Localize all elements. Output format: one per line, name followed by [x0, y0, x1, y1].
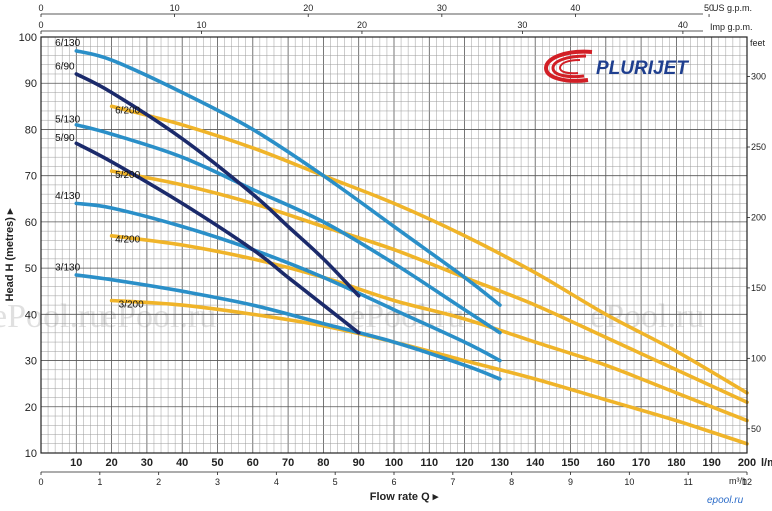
- us-gpm-tick-label: 50: [704, 3, 714, 13]
- x-tick-label: 140: [526, 457, 544, 469]
- y-tick-label: 20: [25, 402, 37, 414]
- curve-5-90: [74, 141, 361, 335]
- corner-watermark: epool.ru: [707, 495, 744, 506]
- curve-label-6-200: 6/200: [115, 105, 140, 116]
- y-axis-title: Head H (metres) ▸: [4, 208, 16, 301]
- curve-label-3-130: 3/130: [55, 262, 80, 273]
- y-tick-label: 80: [25, 124, 37, 136]
- us-gpm-tick-label: 30: [437, 3, 447, 13]
- x-tick-label: 60: [247, 457, 259, 469]
- curve-6-200: [109, 104, 749, 395]
- y-tick-label: 50: [25, 263, 37, 275]
- m3h-tick-label: 0: [38, 477, 43, 487]
- chart-grid: [40, 36, 748, 454]
- curve-label-4-130: 4/130: [55, 191, 80, 202]
- x-tick-label: 160: [597, 457, 615, 469]
- x-tick-label: 20: [105, 457, 117, 469]
- plot-frame: [40, 36, 748, 454]
- curve-label-5-130: 5/130: [55, 115, 80, 126]
- m3h-tick-label: 5: [333, 477, 338, 487]
- imp-gpm-tick-label: 30: [517, 20, 527, 30]
- imp-gpm-tick-label: 20: [357, 20, 367, 30]
- y-tick-label: 10: [25, 448, 37, 460]
- curve-label-6-130: 6/130: [55, 38, 80, 49]
- watermark-text: ePool.ru: [0, 298, 106, 335]
- curve-labels: 6/130 6/90 6/200 5/130 5/90 5/200 4/130 4/200 3/…: [55, 38, 144, 310]
- y-tick-label: 100: [19, 32, 37, 44]
- curve-6-130: [74, 49, 502, 307]
- x-tick-label: 170: [632, 457, 650, 469]
- x-tick-label: 150: [561, 457, 579, 469]
- m3h-tick-label: 11: [683, 477, 692, 487]
- m3h-tick-label: 6: [391, 477, 396, 487]
- x-tick-label: 40: [176, 457, 188, 469]
- y-tick-label: 60: [25, 217, 37, 229]
- x-unit-label: l/min: [761, 457, 772, 469]
- feet-tick-label: 200: [751, 212, 766, 222]
- y-tick-label: 90: [25, 78, 37, 90]
- m3h-tick-label: 12: [742, 477, 752, 487]
- imp-gpm-unit-label: Imp g.p.m.: [710, 22, 753, 32]
- m3h-tick-label: 9: [568, 477, 573, 487]
- x-axis-title: Flow rate Q ▸: [370, 491, 439, 503]
- x-tick-label: 190: [703, 457, 721, 469]
- m3h-tick-label: 10: [624, 477, 634, 487]
- curve-label-5-200: 5/200: [115, 170, 140, 181]
- m3h-tick-label: 3: [215, 477, 220, 487]
- imp-gpm-tick-label: 40: [678, 20, 688, 30]
- x-tick-label: 80: [317, 457, 329, 469]
- feet-tick-label: 100: [751, 353, 766, 363]
- imp-gpm-tick-label: 10: [196, 20, 206, 30]
- us-gpm-tick-label: 20: [303, 3, 313, 13]
- curve-label-6-90: 6/90: [55, 61, 75, 72]
- pump-curves: [74, 49, 749, 446]
- m3h-tick-label: 2: [156, 477, 161, 487]
- curve-label-3-200: 3/200: [119, 299, 144, 310]
- m3h-unit-label: m³/h: [729, 476, 747, 486]
- y-tick-label: 40: [25, 309, 37, 321]
- x-tick-label: 130: [491, 457, 509, 469]
- curve-label-4-200: 4/200: [115, 235, 140, 246]
- m3h-tick-label: 7: [450, 477, 455, 487]
- us-gpm-unit-label: US g.p.m.: [712, 3, 752, 13]
- logo-text: PLURIJET: [596, 58, 689, 79]
- x-tick-label: 10: [70, 457, 82, 469]
- x-tick-label: 100: [385, 457, 403, 469]
- x-tick-label: 90: [353, 457, 365, 469]
- feet-tick-label: 50: [751, 424, 761, 434]
- us-gpm-tick-label: 40: [570, 3, 580, 13]
- x-tick-label: 180: [667, 457, 685, 469]
- m3h-tick-label: 8: [509, 477, 514, 487]
- curve-5-130: [74, 123, 502, 335]
- feet-tick-label: 150: [751, 283, 766, 293]
- x-tick-label: 50: [211, 457, 223, 469]
- x-tick-label: 200: [738, 457, 756, 469]
- swoosh-icon: [543, 49, 593, 83]
- x-tick-label: 120: [455, 457, 473, 469]
- curve-3-200: [109, 298, 749, 446]
- curve-label-5-90: 5/90: [55, 133, 75, 144]
- x-tick-label: 30: [141, 457, 153, 469]
- us-gpm-tick-label: 10: [170, 3, 180, 13]
- feet-tick-label: 250: [751, 142, 766, 152]
- x-tick-label: 110: [420, 457, 438, 469]
- feet-unit-label: feet: [750, 38, 766, 48]
- curve-4-130: [74, 201, 502, 363]
- plurijet-logo: PLURIJET: [543, 49, 689, 83]
- x-tick-label: 70: [282, 457, 294, 469]
- curve-4-200: [109, 234, 749, 423]
- feet-tick-label: 300: [751, 72, 766, 82]
- curve-3-130: [74, 273, 502, 381]
- y-tick-label: 30: [25, 356, 37, 368]
- curve-5-200: [109, 169, 749, 404]
- m3h-tick-label: 4: [274, 477, 279, 487]
- m3h-tick-label: 1: [97, 477, 102, 487]
- y-tick-label: 70: [25, 171, 37, 183]
- imp-gpm-tick-label: 0: [38, 20, 43, 30]
- us-gpm-tick-label: 0: [38, 3, 43, 13]
- curve-6-90: [74, 72, 361, 298]
- watermarks: ePool.ru ePool.ru ePool.ru ePool.ru: [0, 298, 704, 335]
